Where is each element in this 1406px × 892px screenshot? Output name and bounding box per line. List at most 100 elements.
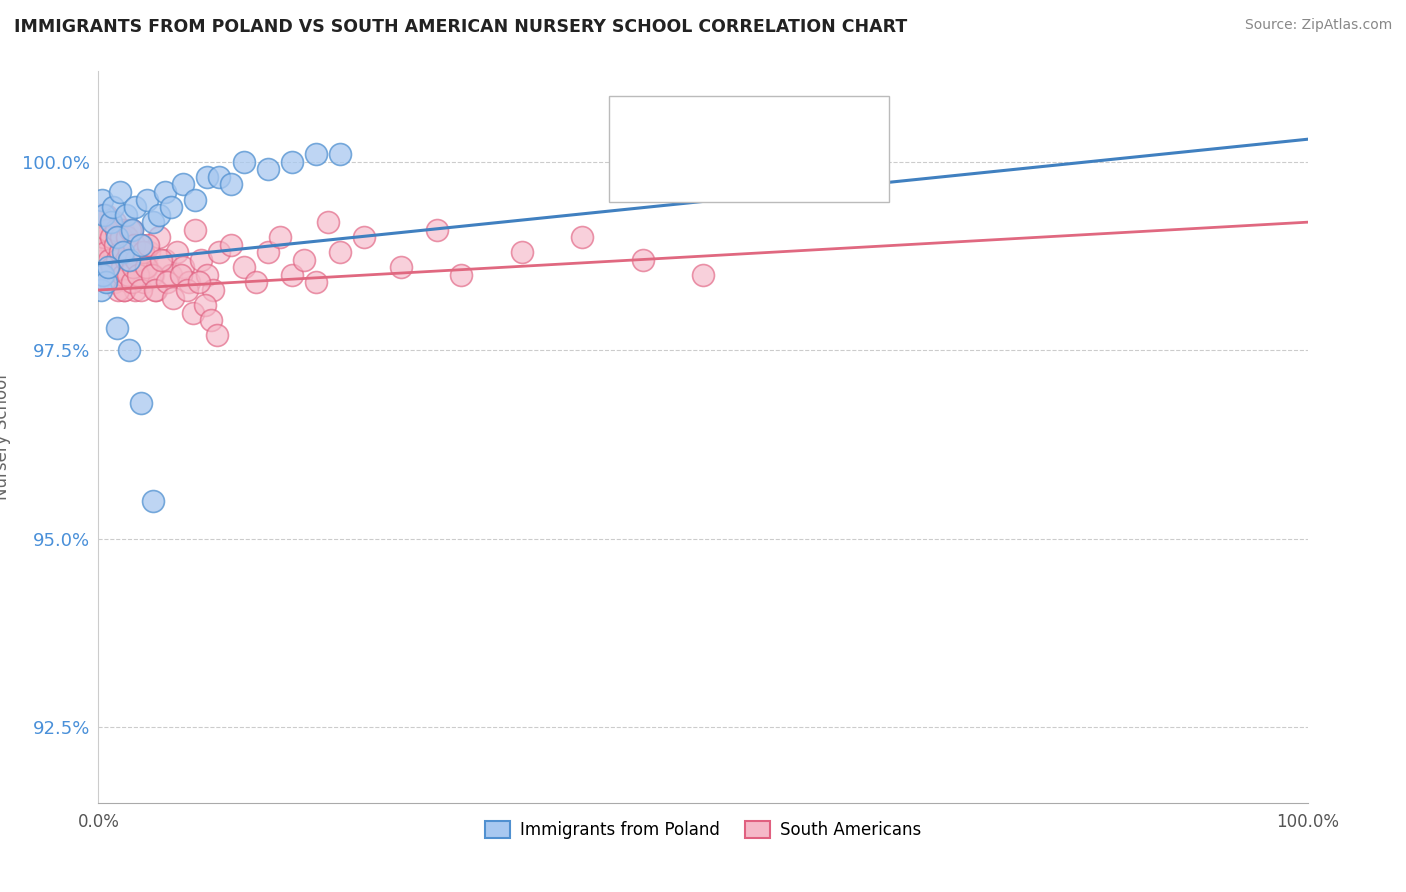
Point — [232, 260, 254, 275]
Point — [112, 268, 135, 282]
Text: Source: ZipAtlas.com: Source: ZipAtlas.com — [1244, 18, 1392, 32]
Point — [281, 154, 304, 169]
Point — [97, 252, 120, 267]
Point — [94, 276, 117, 290]
Point — [200, 313, 222, 327]
Point — [98, 260, 121, 275]
Point — [195, 169, 218, 184]
Point — [104, 215, 127, 229]
Point — [176, 283, 198, 297]
Point — [153, 252, 176, 267]
Point — [111, 245, 134, 260]
Point — [89, 208, 111, 222]
Point — [269, 230, 291, 244]
Point — [160, 268, 183, 282]
Point — [305, 147, 328, 161]
Point — [94, 268, 117, 282]
Point — [221, 178, 243, 192]
Point — [232, 154, 254, 169]
Text: N =: N = — [749, 120, 786, 138]
Point — [142, 268, 165, 282]
Point — [190, 252, 212, 267]
Point — [98, 276, 121, 290]
Point — [105, 252, 128, 267]
Point — [96, 268, 118, 282]
Point — [202, 283, 225, 297]
Point — [122, 260, 145, 275]
Point — [89, 215, 111, 229]
Point — [184, 223, 207, 237]
Point — [125, 252, 148, 267]
Point — [96, 245, 118, 260]
Point — [107, 237, 129, 252]
Point — [112, 283, 135, 297]
Point — [105, 230, 128, 244]
Point — [117, 268, 139, 282]
Point — [256, 162, 278, 177]
Point — [571, 230, 593, 244]
Point — [142, 215, 165, 229]
Point — [121, 276, 143, 290]
Text: 117: 117 — [778, 169, 813, 187]
Text: N =: N = — [749, 169, 786, 187]
Point — [141, 268, 163, 282]
Point — [104, 237, 127, 252]
Point — [118, 343, 141, 358]
Point — [112, 283, 135, 297]
Point — [150, 252, 173, 267]
Point — [91, 193, 114, 207]
Point — [104, 223, 127, 237]
Point — [631, 252, 654, 267]
Text: 0.372: 0.372 — [692, 120, 745, 138]
Point — [195, 268, 218, 282]
Text: R =: R = — [658, 169, 695, 187]
Point — [128, 268, 150, 282]
Point — [316, 215, 339, 229]
Point — [194, 298, 217, 312]
Point — [329, 147, 352, 161]
Point — [120, 223, 142, 237]
Point — [127, 268, 149, 282]
Text: IMMIGRANTS FROM POLAND VS SOUTH AMERICAN NURSERY SCHOOL CORRELATION CHART: IMMIGRANTS FROM POLAND VS SOUTH AMERICAN… — [14, 18, 907, 36]
Point — [122, 237, 145, 252]
Point — [100, 237, 122, 252]
Point — [90, 230, 112, 244]
Point — [305, 276, 328, 290]
Point — [353, 230, 375, 244]
Text: 35: 35 — [778, 120, 800, 138]
Point — [181, 306, 204, 320]
Point — [117, 260, 139, 275]
Point — [166, 245, 188, 260]
Point — [108, 268, 131, 282]
Point — [172, 260, 194, 275]
Point — [127, 252, 149, 267]
Point — [136, 237, 159, 252]
Point — [245, 276, 267, 290]
Point — [138, 245, 160, 260]
Point — [100, 230, 122, 244]
Point — [103, 276, 125, 290]
Point — [115, 230, 138, 244]
Point — [115, 230, 138, 244]
Point — [101, 276, 124, 290]
Point — [208, 169, 231, 184]
Point — [281, 268, 304, 282]
Point — [221, 237, 243, 252]
Text: 0.181: 0.181 — [692, 169, 744, 187]
Point — [169, 268, 191, 282]
Point — [121, 223, 143, 237]
Point — [118, 245, 141, 260]
Point — [329, 245, 352, 260]
Point — [96, 223, 118, 237]
Point — [129, 396, 152, 410]
Point — [91, 245, 114, 260]
Point — [208, 245, 231, 260]
Point — [101, 260, 124, 275]
Point — [91, 223, 114, 237]
Text: R =: R = — [658, 120, 695, 138]
Point — [148, 230, 170, 244]
Point — [135, 260, 157, 275]
Point — [118, 237, 141, 252]
Point — [93, 230, 115, 244]
Point — [90, 237, 112, 252]
